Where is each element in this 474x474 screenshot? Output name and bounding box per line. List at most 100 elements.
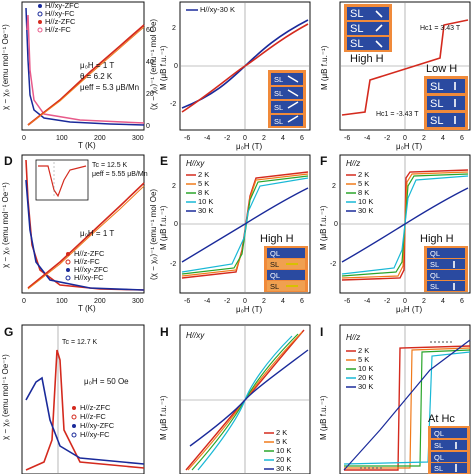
chip — [347, 37, 389, 50]
annotation: μ₀H = 50 Oe — [84, 377, 129, 386]
annotation: μ₀H = 1 T — [80, 61, 114, 70]
tick-label: 0 — [22, 298, 26, 305]
panel-d-xy-curve — [25, 179, 145, 291]
panel-e-chips: QL SL QL SL — [264, 246, 308, 292]
tick-label: 0 — [146, 123, 150, 130]
chip — [271, 115, 303, 126]
chip-label: QL — [434, 429, 444, 438]
legend-item: H//z-FC — [74, 257, 100, 266]
panel-a-frame — [21, 1, 145, 131]
annotation: θ = 6.2 K — [80, 72, 113, 81]
tick-label: -6 — [184, 135, 190, 142]
panel-b-chip-box: SL SL SL SL — [268, 70, 306, 128]
arrow-icon — [375, 10, 383, 48]
panel-label: G — [4, 325, 13, 339]
legend-item: H//xy-FC — [80, 430, 110, 439]
legend-marker — [65, 259, 71, 265]
tick-label: 4 — [441, 298, 445, 305]
high-h-label: High H — [260, 233, 294, 245]
panel-title: H//xy — [186, 331, 205, 340]
tick-label: -2 — [170, 261, 176, 268]
chip-label: SL — [274, 75, 283, 84]
legend-item: 5 K — [358, 355, 369, 364]
x-axis-label: μ₀H (T) — [396, 305, 422, 314]
tick-label: 100 — [56, 298, 68, 305]
legend-item: 10 K — [358, 364, 373, 373]
panel-i-legend: 2 K 5 K 10 K 20 K 30 K — [346, 346, 373, 391]
tick-label: 20 — [146, 91, 154, 98]
y-axis-label-right: (χ − χ₀)⁻¹ (emu⁻¹ mol Oe) — [149, 189, 158, 280]
annotation: Tc = 12.7 K — [62, 339, 98, 346]
tick-label: -2 — [224, 298, 230, 305]
chip-label: SL — [430, 260, 439, 269]
legend-item: H//z-ZFC — [45, 17, 76, 26]
legend-marker — [37, 11, 43, 17]
annotation: μeff = 5.55 μB/Mn — [92, 171, 148, 178]
low-h-label: Low H — [426, 63, 457, 75]
legend-item: 30 K — [358, 206, 373, 215]
y-axis-label: M (μB f.u.⁻¹) — [159, 205, 168, 250]
panel-h-legend: 2 K 5 K 10 K 20 K 30 K — [264, 428, 291, 473]
curve-30k — [343, 339, 471, 471]
legend-marker — [71, 414, 77, 420]
chip-label: SL — [270, 260, 279, 269]
tick-label: -2 — [170, 101, 176, 108]
panel-c-low-chips: SL SL SL — [424, 76, 468, 130]
panel-label: H — [160, 325, 169, 339]
chip — [427, 259, 465, 269]
tick-label: 4 — [281, 298, 285, 305]
legend-item: 10 K — [198, 197, 213, 206]
panel-title: H//z — [346, 333, 360, 342]
legend-item: 30 K — [276, 464, 291, 473]
y-axis-label: M (μB f.u.⁻¹) — [320, 45, 329, 90]
hc-label: Hc1 = 3.43 T — [420, 25, 461, 32]
tick-label: 2 — [172, 183, 176, 190]
tick-label: -2 — [330, 261, 336, 268]
chip-label: SL — [350, 23, 363, 35]
chip-label: SL — [274, 103, 283, 112]
tick-label: 0 — [243, 135, 247, 142]
panel-f-chips: QL SL QL SL — [424, 246, 468, 292]
legend-item: 10 K — [358, 197, 373, 206]
tick-label: 2 — [332, 183, 336, 190]
y-axis-label: M (μB f.u.⁻¹) — [159, 45, 168, 90]
tick-label: 4 — [441, 135, 445, 142]
high-h-label: High H — [350, 53, 384, 65]
chip — [347, 7, 389, 20]
legend-marker — [72, 424, 76, 428]
tick-label: 200 — [94, 135, 106, 142]
chip-label: QL — [270, 271, 280, 280]
tick-label: 40 — [146, 59, 154, 66]
panel-c-curve — [341, 19, 469, 116]
chip-label: SL — [434, 441, 443, 450]
chip-label: SL — [434, 464, 443, 473]
chip-label: QL — [270, 249, 280, 258]
legend-marker — [66, 268, 70, 272]
y-axis-label: M (μB f.u.⁻¹) — [319, 395, 328, 440]
tick-label: -2 — [224, 135, 230, 142]
tick-label: -4 — [364, 135, 370, 142]
curve-2k — [344, 345, 471, 471]
legend-item: 30 K — [198, 206, 213, 215]
tick-label: -6 — [184, 298, 190, 305]
legend-item: H//xy-FC — [74, 273, 104, 282]
y-axis-label: M (μB f.u.⁻¹) — [159, 395, 168, 440]
tick-label: -4 — [204, 135, 210, 142]
legend-item: 20 K — [358, 373, 373, 382]
x-axis-label: μ₀H (T) — [236, 142, 262, 151]
legend-marker — [37, 27, 43, 33]
tick-label: 6 — [460, 298, 464, 305]
tick-label: 6 — [460, 135, 464, 142]
panel-f: F H//z 2 K 5 K 8 K 10 K 30 K High H QL — [319, 154, 471, 314]
hc-label: Hc1 = -3.43 T — [376, 111, 419, 118]
panel-a-zfc-curve — [25, 7, 145, 126]
panel-label: D — [4, 154, 13, 168]
arrow-icon — [287, 75, 299, 123]
legend-item: 2 K — [358, 170, 369, 179]
panel-d-inverse-line — [27, 182, 145, 289]
legend-item: H//xy-30 K — [200, 5, 235, 14]
tick-label: 2 — [262, 135, 266, 142]
curve-30k — [189, 349, 309, 447]
panel-g-frame — [21, 324, 145, 474]
arrow-icon — [286, 263, 298, 287]
